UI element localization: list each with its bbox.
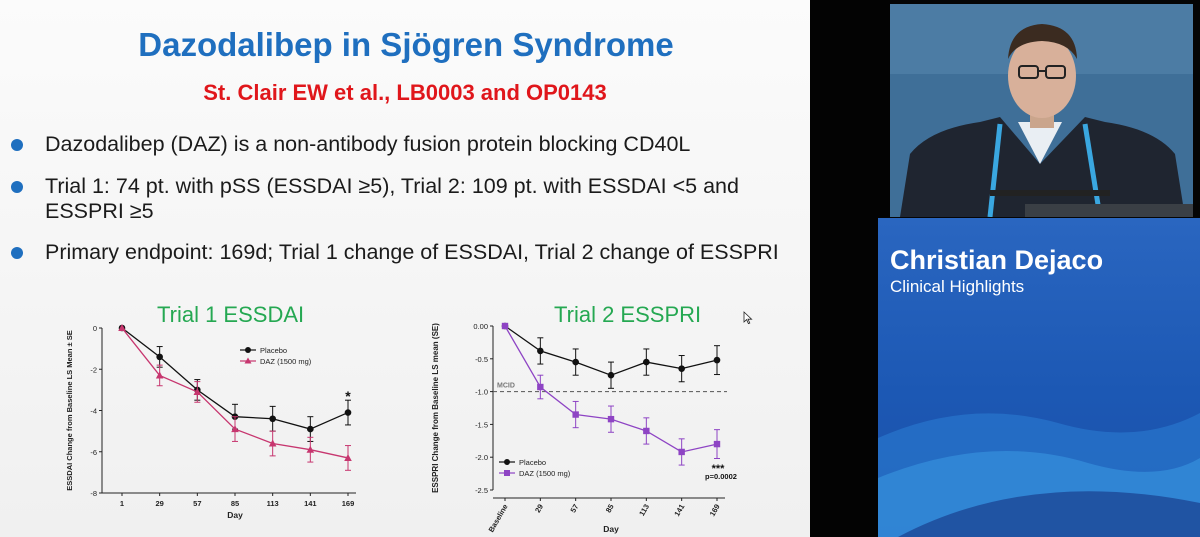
banner-wave-decoration bbox=[878, 413, 1200, 537]
speaker-video bbox=[890, 4, 1193, 217]
speaker-role: Clinical Highlights bbox=[890, 277, 1025, 296]
y-tick-label: -6 bbox=[90, 448, 97, 457]
y-tick-label: -2.0 bbox=[475, 453, 488, 462]
legend-marker bbox=[504, 470, 510, 476]
x-axis-label: Day bbox=[227, 510, 243, 520]
significance-annotation: *** bbox=[712, 463, 726, 475]
y-tick-label: -2.5 bbox=[475, 486, 488, 495]
y-axis-label: ESSDAI Change from Baseline LS Mean ± SE bbox=[65, 330, 74, 490]
chart1-title: Trial 1 ESSDAI bbox=[157, 302, 305, 327]
x-tick-label: 113 bbox=[267, 499, 279, 508]
data-point-placebo bbox=[156, 353, 163, 361]
data-point-placebo bbox=[269, 415, 276, 423]
data-point-daz bbox=[118, 324, 126, 331]
data-point-daz bbox=[537, 383, 544, 391]
legend-label: DAZ (1500 mg) bbox=[519, 469, 571, 478]
video-sidebar bbox=[810, 0, 890, 537]
legend-label: DAZ (1500 mg) bbox=[260, 357, 312, 366]
y-tick-label: -1.0 bbox=[475, 388, 488, 397]
x-tick-label: 113 bbox=[637, 503, 651, 518]
x-tick-label: 57 bbox=[568, 503, 580, 515]
x-tick-label: 141 bbox=[672, 503, 686, 518]
x-tick-label: 169 bbox=[342, 499, 355, 508]
trial1-essdai-chart: 0 -2 -4 -6 -8 1 29 57 85 113 141 169 Day ESSDAI Chang… bbox=[65, 324, 356, 520]
bullet-dot-icon bbox=[11, 247, 23, 259]
y-tick-label: -0.5 bbox=[475, 355, 488, 364]
significance-annotation: p=0.0002 bbox=[705, 472, 737, 481]
y-tick-label: 0 bbox=[93, 324, 97, 333]
data-point-placebo bbox=[643, 358, 650, 366]
legend-marker bbox=[504, 459, 510, 465]
mouse-cursor-icon bbox=[743, 311, 753, 325]
x-tick-label: 1 bbox=[120, 499, 124, 508]
data-point-daz bbox=[643, 427, 650, 435]
data-point-placebo bbox=[678, 365, 685, 372]
bullet-dot-icon bbox=[11, 181, 23, 193]
data-point-daz bbox=[713, 440, 721, 448]
bullet-dot-icon bbox=[11, 139, 23, 151]
y-tick-label: 0.00 bbox=[473, 322, 488, 331]
speaker-video-image bbox=[890, 4, 1193, 217]
significance-annotation: * bbox=[345, 388, 351, 404]
legend-label: Placebo bbox=[260, 346, 287, 355]
x-tick-label: 57 bbox=[193, 499, 201, 508]
data-point-daz bbox=[231, 425, 239, 433]
bullet-item: Dazodalibep (DAZ) is a non-antibody fusi… bbox=[11, 132, 795, 157]
data-point-daz bbox=[607, 415, 615, 423]
x-tick-label: 141 bbox=[304, 499, 317, 508]
data-point-placebo bbox=[537, 347, 544, 355]
data-point-daz bbox=[193, 387, 202, 395]
trial2-esspri-chart: 0.00 -0.5 -1.0 -1.5 -2.0 -2.5 Baseline 29 57 85 11… bbox=[431, 322, 737, 534]
y-tick-label: -2 bbox=[90, 365, 97, 374]
chart2-title: Trial 2 ESSPRI bbox=[554, 302, 702, 327]
mcid-label: MCID bbox=[497, 383, 515, 390]
y-tick-label: -4 bbox=[90, 407, 97, 416]
x-tick-label: 29 bbox=[155, 499, 163, 508]
data-point-daz bbox=[501, 322, 509, 330]
data-point-daz bbox=[306, 445, 315, 453]
data-point-daz bbox=[268, 439, 277, 447]
data-point-daz bbox=[155, 371, 164, 379]
bullet-text: Primary endpoint: 169d; Trial 1 change o… bbox=[45, 240, 779, 264]
speaker-panel: Christian Dejaco Clinical Highlights bbox=[810, 0, 1200, 537]
x-tick-label: 85 bbox=[604, 503, 616, 515]
slide-title: Dazodalibep in Sjögren Syndrome bbox=[138, 26, 674, 63]
bullet-item: Primary endpoint: 169d; Trial 1 change o… bbox=[11, 240, 785, 265]
slide-subtitle: St. Clair EW et al., LB0003 and OP0143 bbox=[203, 80, 607, 105]
y-tick-label: -8 bbox=[90, 489, 97, 498]
x-tick-label: 169 bbox=[708, 503, 722, 518]
data-point-placebo bbox=[307, 425, 314, 433]
y-axis-label: ESSPRI Change from Baseline LS mean (SE) bbox=[431, 323, 440, 493]
data-point-placebo bbox=[607, 371, 615, 379]
data-point-daz bbox=[344, 453, 352, 461]
y-tick-label: -1.5 bbox=[475, 420, 488, 429]
series-line-daz bbox=[504, 325, 718, 453]
presentation-slide: Dazodalibep in Sjögren Syndrome St. Clai… bbox=[0, 0, 810, 537]
speaker-name-banner: Christian Dejaco Clinical Highlights bbox=[878, 218, 1200, 537]
x-axis-label: Day bbox=[603, 524, 619, 534]
bullet-text: Dazodalibep (DAZ) is a non-antibody fusi… bbox=[45, 132, 691, 156]
bullet-text: Trial 1: 74 pt. with pSS (ESSDAI ≥5), Tr… bbox=[45, 174, 739, 223]
x-tick-label: Baseline bbox=[487, 503, 510, 534]
bullet-item: Trial 1: 74 pt. with pSS (ESSDAI ≥5), Tr… bbox=[11, 174, 785, 224]
data-point-placebo bbox=[713, 356, 721, 364]
x-tick-label: 85 bbox=[231, 499, 239, 508]
data-point-placebo bbox=[572, 358, 579, 366]
x-tick-label: 29 bbox=[533, 503, 545, 515]
legend-label: Placebo bbox=[519, 458, 546, 467]
data-point-daz bbox=[572, 411, 579, 418]
legend-marker bbox=[244, 357, 252, 364]
speaker-name: Christian Dejaco bbox=[890, 245, 1104, 275]
legend-marker bbox=[245, 347, 251, 353]
data-point-daz bbox=[678, 448, 685, 456]
data-point-placebo bbox=[344, 409, 352, 416]
